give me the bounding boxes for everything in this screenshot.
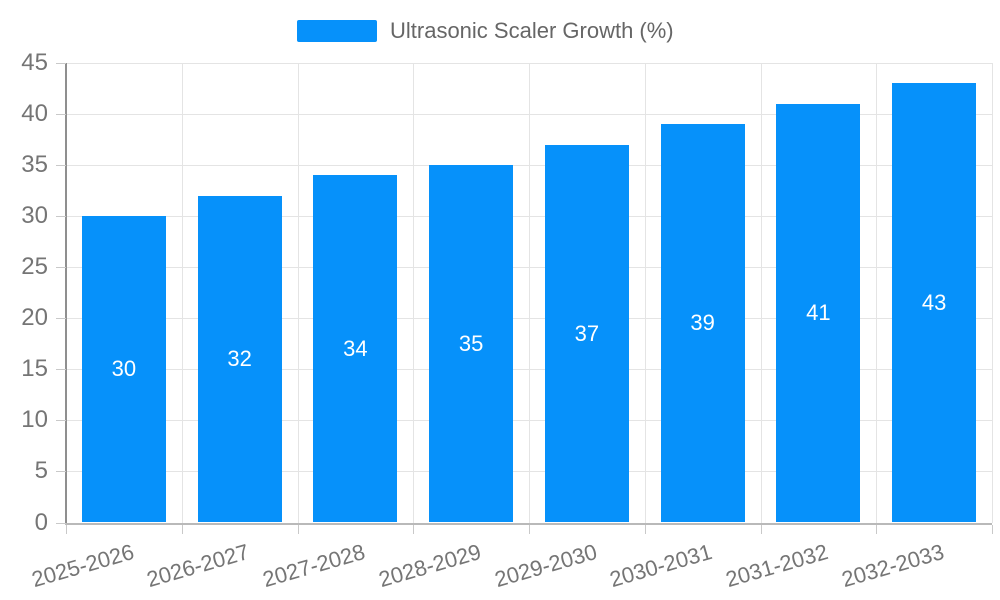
x-axis-label: 2027-2028	[259, 539, 368, 593]
bar[interactable]	[429, 165, 514, 523]
y-axis-label: 20	[21, 304, 48, 332]
bar[interactable]	[313, 175, 398, 523]
y-axis-tick	[56, 369, 66, 371]
x-axis-label: 2031-2032	[722, 539, 831, 593]
gridline-vertical	[297, 63, 299, 523]
x-axis-tick	[760, 524, 762, 534]
legend-label: Ultrasonic Scaler Growth (%)	[390, 18, 674, 43]
y-axis-label: 15	[21, 355, 48, 383]
bar[interactable]	[197, 195, 282, 523]
gridline-vertical	[644, 63, 646, 523]
x-axis-tick	[413, 524, 415, 534]
bar[interactable]	[660, 124, 745, 523]
gridline-vertical	[181, 63, 183, 523]
x-axis-label: 2026-2027	[144, 539, 253, 593]
y-axis-tick	[56, 165, 66, 167]
y-axis-tick	[56, 63, 66, 64]
bar[interactable]	[544, 144, 629, 523]
y-axis-label: 5	[34, 457, 48, 485]
x-axis-line	[65, 522, 992, 525]
gridline-vertical	[760, 63, 762, 523]
bar-value-label: 35	[458, 330, 484, 356]
y-axis-label: 25	[21, 253, 48, 281]
y-axis-tick	[56, 114, 66, 116]
gridline-vertical	[992, 63, 993, 523]
x-axis-tick	[644, 524, 646, 534]
gridline-vertical	[413, 63, 415, 523]
y-axis-label: 35	[21, 151, 48, 179]
gridline-vertical	[529, 63, 530, 523]
x-axis-label: 2029-2030	[491, 539, 600, 593]
x-axis-tick	[181, 524, 183, 534]
legend-swatch-icon	[297, 20, 377, 42]
y-axis-tick	[56, 471, 66, 473]
bar[interactable]	[776, 103, 861, 523]
y-axis-tick	[56, 267, 66, 269]
x-axis-label: 2032-2033	[838, 539, 947, 593]
gridline-vertical	[876, 63, 878, 523]
x-axis-tick	[297, 524, 299, 534]
bar-value-label: 37	[574, 320, 600, 346]
x-axis-label: 2025-2026	[28, 539, 137, 593]
legend[interactable]: Ultrasonic Scaler Growth (%)	[297, 18, 674, 44]
x-axis-tick	[529, 524, 530, 534]
y-axis-tick	[56, 522, 66, 524]
y-axis-tick	[56, 318, 66, 320]
y-axis-label: 30	[21, 202, 48, 230]
y-axis-label: 10	[21, 406, 48, 434]
y-axis-tick	[56, 216, 66, 218]
bar-value-label: 41	[806, 300, 831, 326]
x-axis-tick	[66, 524, 67, 534]
x-axis-label: 2030-2031	[607, 539, 716, 593]
bar-value-label: 39	[690, 310, 715, 336]
bar-value-label: 43	[921, 289, 947, 315]
x-axis-tick	[876, 524, 878, 534]
bar-value-label: 30	[111, 356, 137, 382]
x-axis-label: 2028-2029	[375, 539, 484, 593]
y-axis-label: 45	[21, 49, 48, 76]
y-axis-tick	[56, 420, 66, 422]
bar[interactable]	[892, 83, 977, 523]
y-axis-label: 40	[21, 100, 48, 128]
y-axis-line	[65, 63, 67, 525]
bar[interactable]	[81, 216, 166, 523]
bar-value-label: 32	[227, 346, 252, 372]
y-axis-label: 0	[34, 508, 48, 536]
bar-value-label: 34	[343, 335, 368, 361]
x-axis-tick	[992, 524, 993, 534]
